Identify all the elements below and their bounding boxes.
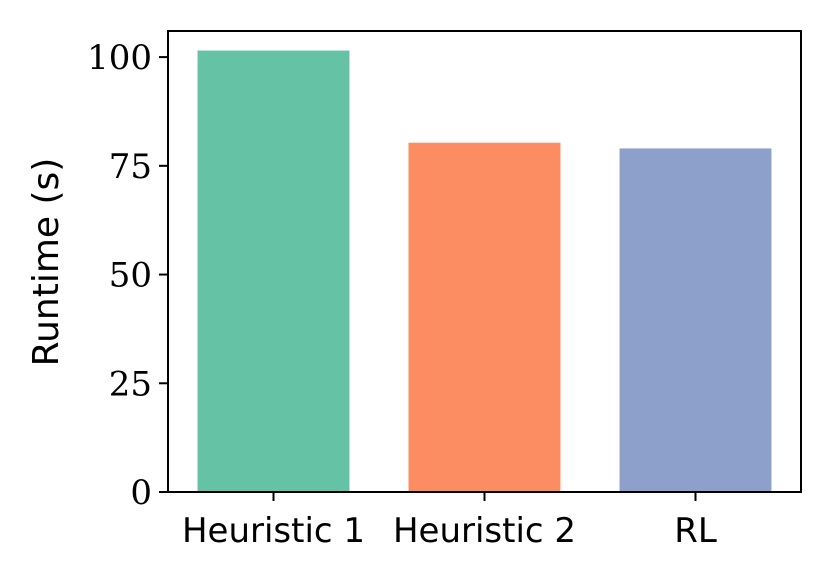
bars [197,50,772,493]
x-tick-label: Heuristic 1 [182,511,365,551]
y-axis-label: Runtime (s) [26,158,67,367]
y-axis: 0 25 50 75 100 [87,38,168,513]
x-tick-label: Heuristic 2 [393,511,576,551]
y-tick-label: 0 [130,473,152,513]
x-tick-label: RL [674,511,717,551]
bar-heuristic-1 [197,50,350,492]
y-tick-label: 100 [87,38,152,78]
bar-heuristic-2 [408,142,561,492]
y-tick-label: 25 [109,364,152,404]
y-tick-label: 50 [109,256,152,296]
y-tick-label: 75 [109,147,152,187]
bar-rl [619,148,772,493]
x-axis: Heuristic 1 Heuristic 2 RL [182,492,717,551]
